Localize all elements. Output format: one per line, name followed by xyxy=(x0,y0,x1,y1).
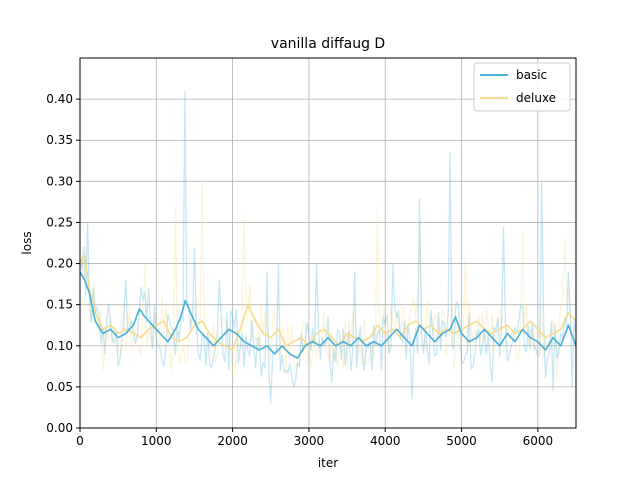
y-tick-label: 0.40 xyxy=(46,92,73,106)
smoothed-series-layer xyxy=(79,254,577,359)
legend-label-deluxe: deluxe xyxy=(516,91,556,105)
plot-frame xyxy=(79,57,577,429)
series-line-basic xyxy=(79,271,577,359)
x-tick-label: 5000 xyxy=(446,434,477,448)
x-axis-label: iter xyxy=(318,456,338,470)
legend: basic deluxe xyxy=(473,62,571,112)
y-tick-label: 0.00 xyxy=(46,421,73,435)
series-raw-basic xyxy=(79,90,577,404)
x-tick-label: 6000 xyxy=(523,434,554,448)
x-tick-label: 3000 xyxy=(294,434,325,448)
x-tick-label: 2000 xyxy=(217,434,248,448)
ticks: 0 1000 2000 3000 4000 5000 6000 0.00 0.05 0.10 0.1… xyxy=(46,92,553,448)
x-tick-label: 4000 xyxy=(370,434,401,448)
y-tick-label: 0.05 xyxy=(46,380,73,394)
legend-label-basic: basic xyxy=(516,68,547,82)
x-tick-label: 0 xyxy=(76,434,84,448)
y-tick-label: 0.35 xyxy=(46,133,73,147)
y-axis-label: loss xyxy=(20,231,34,254)
series-line-deluxe xyxy=(79,254,577,351)
y-tick-label: 0.10 xyxy=(46,339,73,353)
y-tick-label: 0.30 xyxy=(46,174,73,188)
y-tick-label: 0.20 xyxy=(46,257,73,271)
x-tick-label: 1000 xyxy=(141,434,172,448)
y-tick-label: 0.25 xyxy=(46,215,73,229)
y-tick-label: 0.15 xyxy=(46,298,73,312)
chart-title: vanilla diffaug D xyxy=(271,36,385,52)
